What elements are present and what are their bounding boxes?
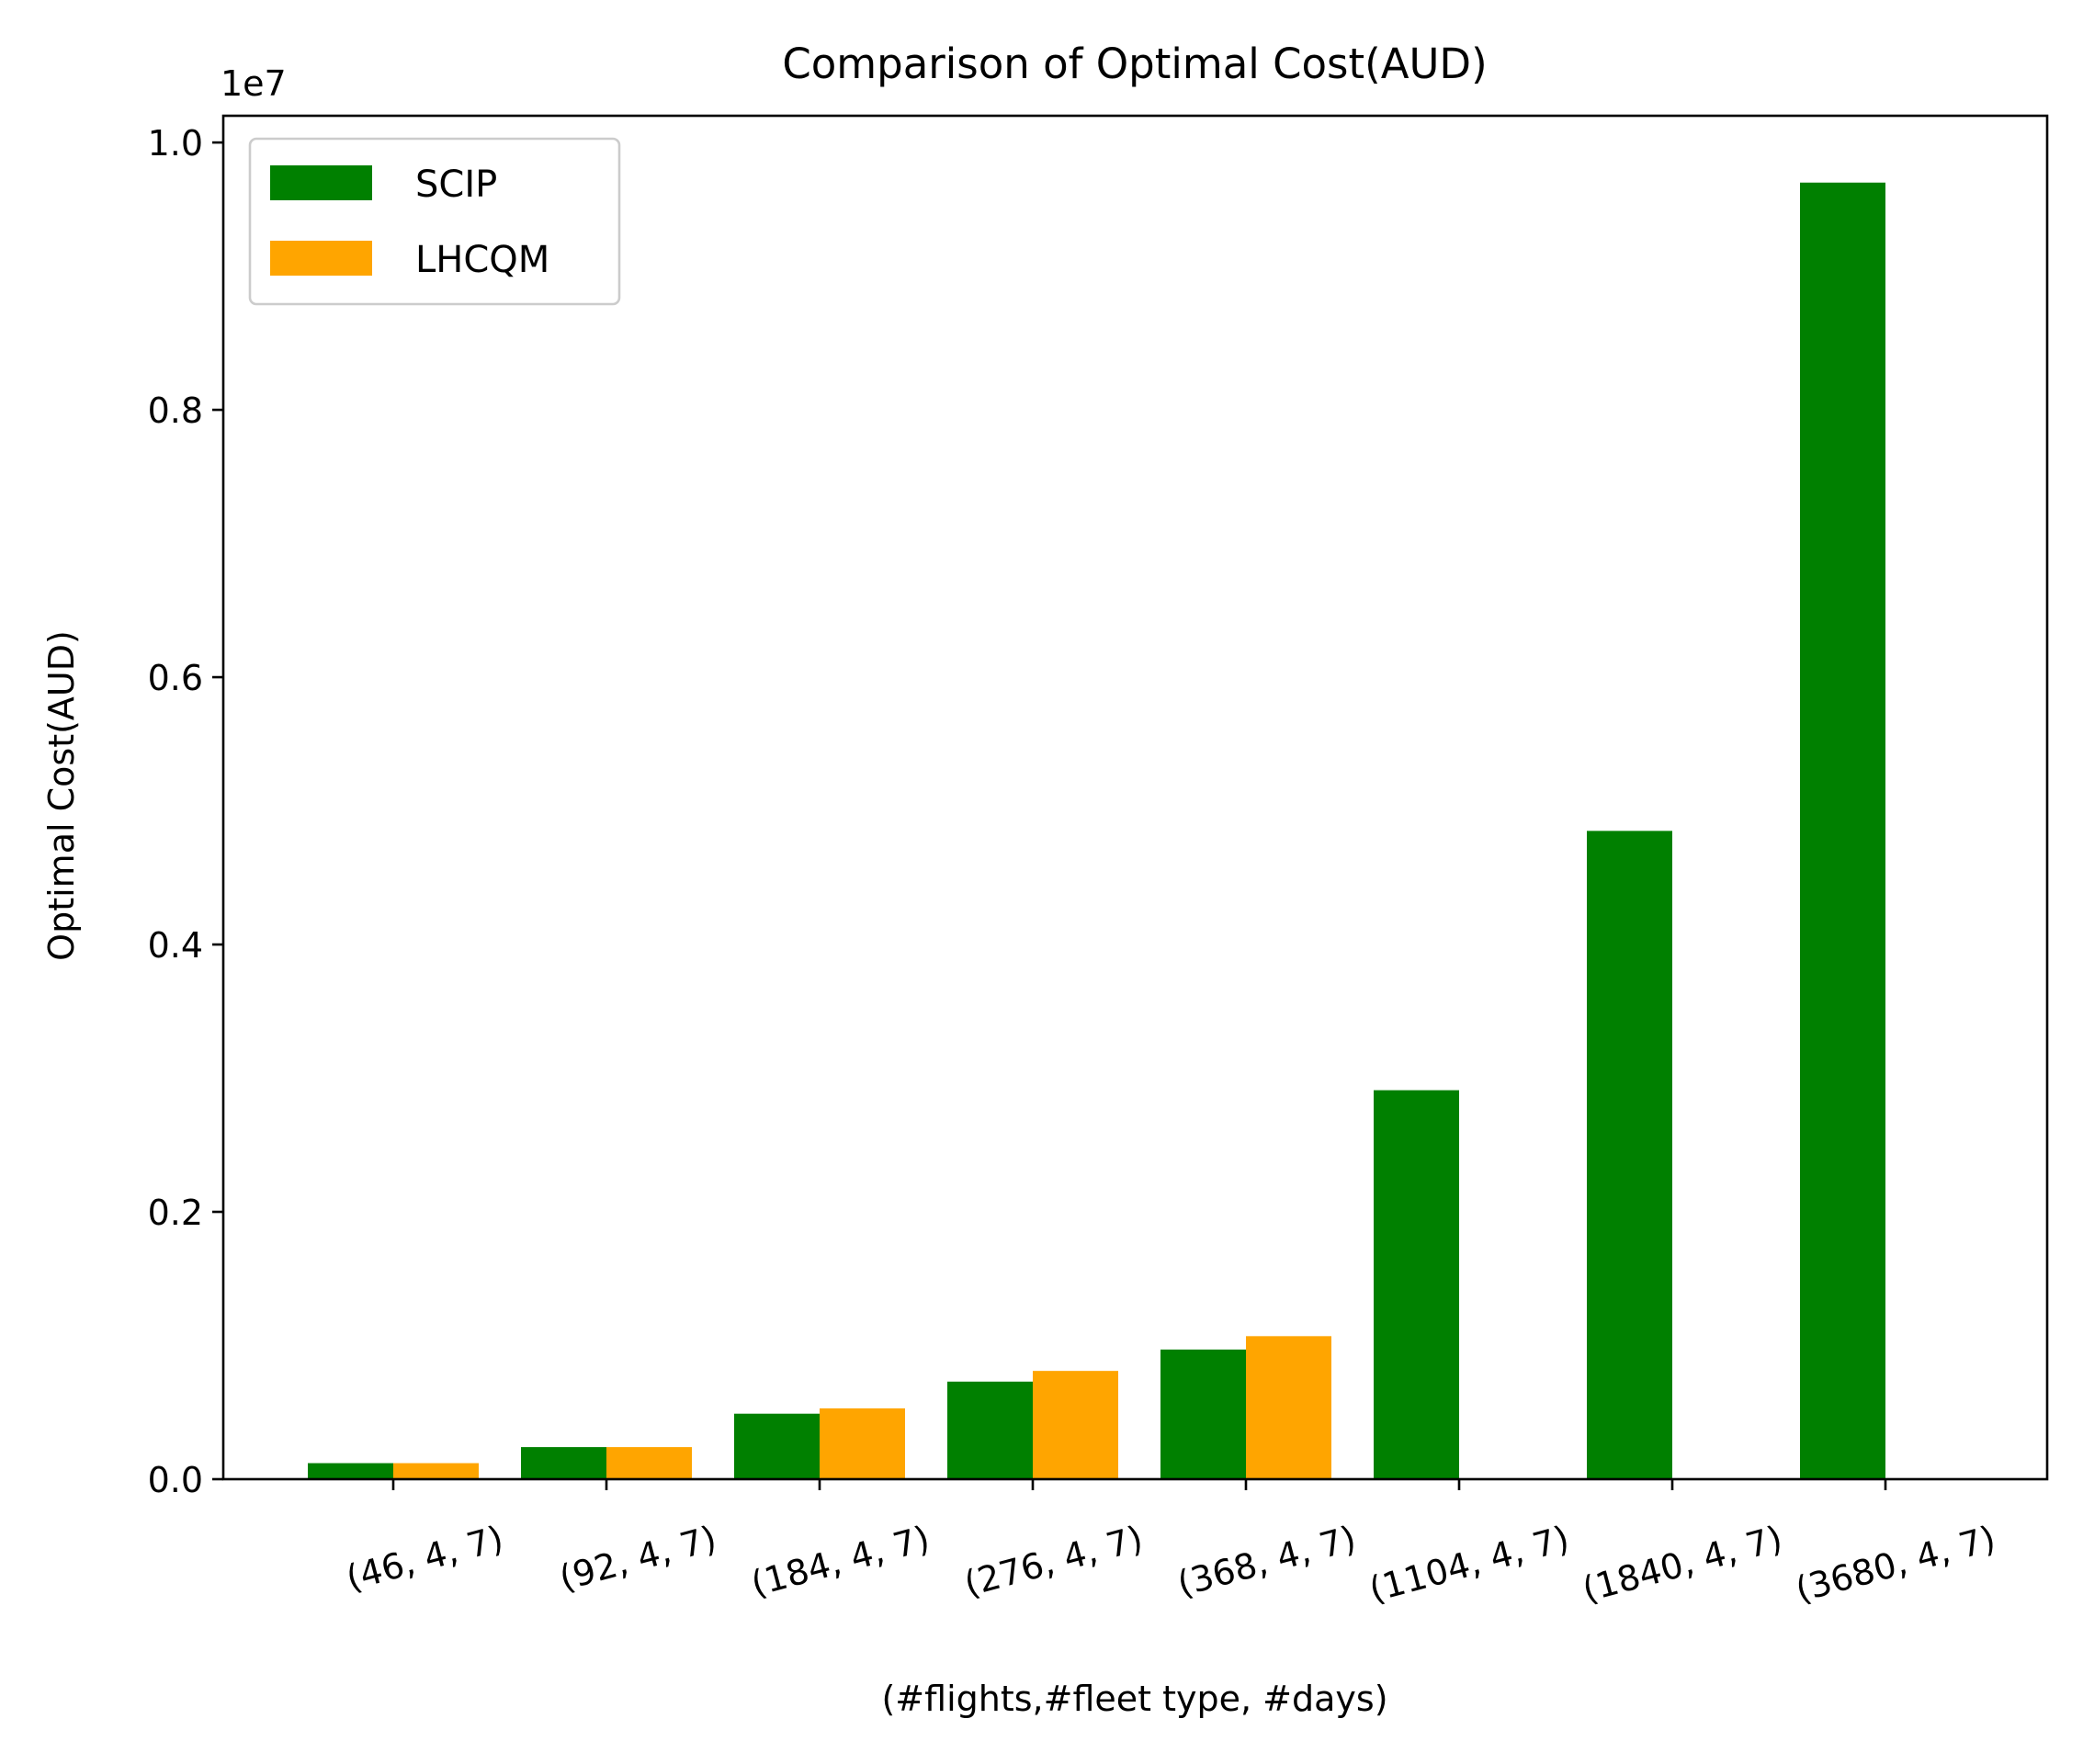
x-tick-label: (276, 4, 7) (960, 1518, 1147, 1604)
y-tick-label: 0.4 (148, 925, 203, 966)
bar-scip-2 (734, 1413, 820, 1479)
y-tick-label: 1.0 (148, 123, 203, 164)
y-axis: 0.0 0.2 0.4 0.6 0.8 1.0 (148, 123, 223, 1500)
y-axis-label: Optimal Cost(AUD) (41, 630, 82, 961)
bar-scip-7 (1800, 182, 1885, 1479)
plot-frame (221, 114, 2049, 1481)
y-scale-label: 1e7 (221, 63, 287, 104)
y-tick-label: 0.2 (148, 1193, 203, 1233)
legend-swatch-lhcqm (270, 241, 372, 276)
y-tick-label: 0.0 (148, 1460, 203, 1500)
chart-title: Comparison of Optimal Cost(AUD) (782, 40, 1487, 88)
bar-scip-5 (1374, 1090, 1459, 1479)
x-tick-label: (46, 4, 7) (342, 1518, 507, 1599)
x-tick-label: (1104, 4, 7) (1365, 1518, 1574, 1610)
bars (308, 182, 1885, 1479)
bar-lhcqm-0 (393, 1463, 479, 1479)
x-tick-label: (3680, 4, 7) (1792, 1518, 2000, 1610)
x-tick-label: (92, 4, 7) (555, 1518, 720, 1599)
bar-lhcqm-2 (820, 1408, 905, 1479)
bar-scip-1 (521, 1447, 606, 1479)
bar-lhcqm-3 (1033, 1371, 1118, 1479)
x-axis: (46, 4, 7) (92, 4, 7) (184, 4, 7) (276, 4, … (342, 1479, 1999, 1610)
legend-label-lhcqm: LHCQM (415, 239, 549, 281)
x-tick-label: (184, 4, 7) (747, 1518, 934, 1604)
x-tick-label: (368, 4, 7) (1173, 1518, 1360, 1604)
bar-scip-3 (947, 1381, 1033, 1479)
legend-label-scip: SCIP (415, 164, 497, 206)
bar-scip-4 (1160, 1349, 1246, 1479)
legend-swatch-scip (270, 165, 372, 200)
legend: SCIP LHCQM (248, 137, 621, 306)
x-axis-label: (#flights,#fleet type, #days) (881, 1679, 1387, 1719)
bar-lhcqm-1 (606, 1447, 692, 1479)
x-tick-label: (1840, 4, 7) (1579, 1518, 1787, 1610)
y-tick-label: 0.8 (148, 390, 203, 431)
bar-lhcqm-4 (1246, 1336, 1331, 1479)
y-tick-label: 0.6 (148, 658, 203, 698)
bar-scip-6 (1587, 831, 1672, 1479)
bar-scip-0 (308, 1463, 393, 1479)
